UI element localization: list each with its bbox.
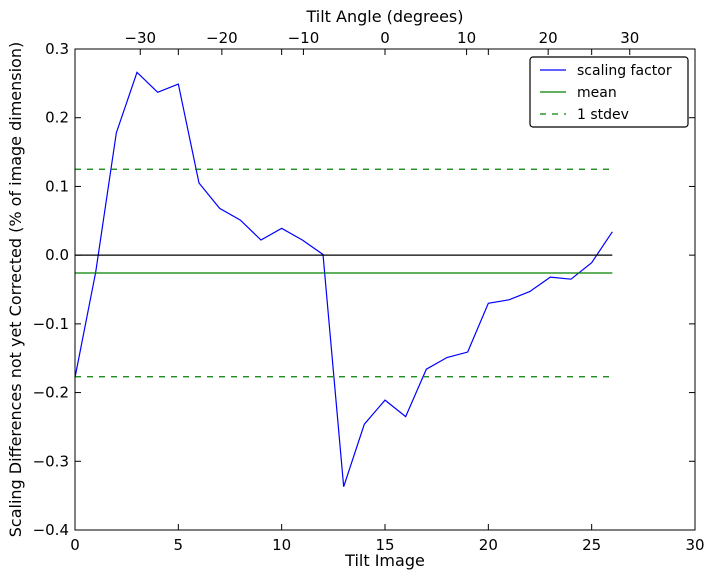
plot-lines <box>74 71 613 487</box>
legend-label: 1 stdev <box>577 107 629 123</box>
x-tick-label: 0 <box>70 536 80 554</box>
x-tick-label: 30 <box>685 536 704 554</box>
y-tick-label: 0.2 <box>45 109 69 127</box>
x-tick-label: 15 <box>375 536 394 554</box>
top-tick-label: 0 <box>380 29 390 47</box>
axis-ticks <box>74 48 696 531</box>
y-tick-label: −0.3 <box>33 452 69 470</box>
legend: scaling factor mean 1 stdev <box>529 56 689 128</box>
top-tick-label: −20 <box>206 29 238 47</box>
top-x-axis-label: Tilt Angle (degrees) <box>305 7 463 26</box>
x-tick-label: 10 <box>272 536 291 554</box>
legend-label: scaling factor <box>577 63 672 79</box>
y-tick-label: −0.4 <box>33 521 69 539</box>
legend-label: mean <box>577 85 617 101</box>
x-tick-label: 5 <box>174 536 184 554</box>
y-axis-label: Scaling Differences not yet Corrected (%… <box>6 42 25 537</box>
x-axis-label: Tilt Image <box>344 551 425 570</box>
top-tick-label: −10 <box>288 29 320 47</box>
x-tick-label: 20 <box>479 536 498 554</box>
top-tick-label: 10 <box>457 29 476 47</box>
y-tick-label: −0.2 <box>33 384 69 402</box>
top-tick-label: 30 <box>620 29 639 47</box>
y-tick-label: 0.3 <box>45 40 69 58</box>
series-line-scaling-factor <box>74 71 613 487</box>
axis-tick-labels: 0 5 10 15 20 25 30 −30 −20 −10 0 10 20 30 0.3 0.2 0.1 0.0… <box>33 29 705 554</box>
top-tick-label: −30 <box>124 29 156 47</box>
y-tick-label: −0.1 <box>33 315 69 333</box>
top-tick-label: 20 <box>539 29 558 47</box>
y-tick-label: 0.1 <box>45 177 69 195</box>
y-tick-label: 0.0 <box>45 246 69 264</box>
x-tick-label: 25 <box>582 536 601 554</box>
legend-box <box>529 56 689 128</box>
